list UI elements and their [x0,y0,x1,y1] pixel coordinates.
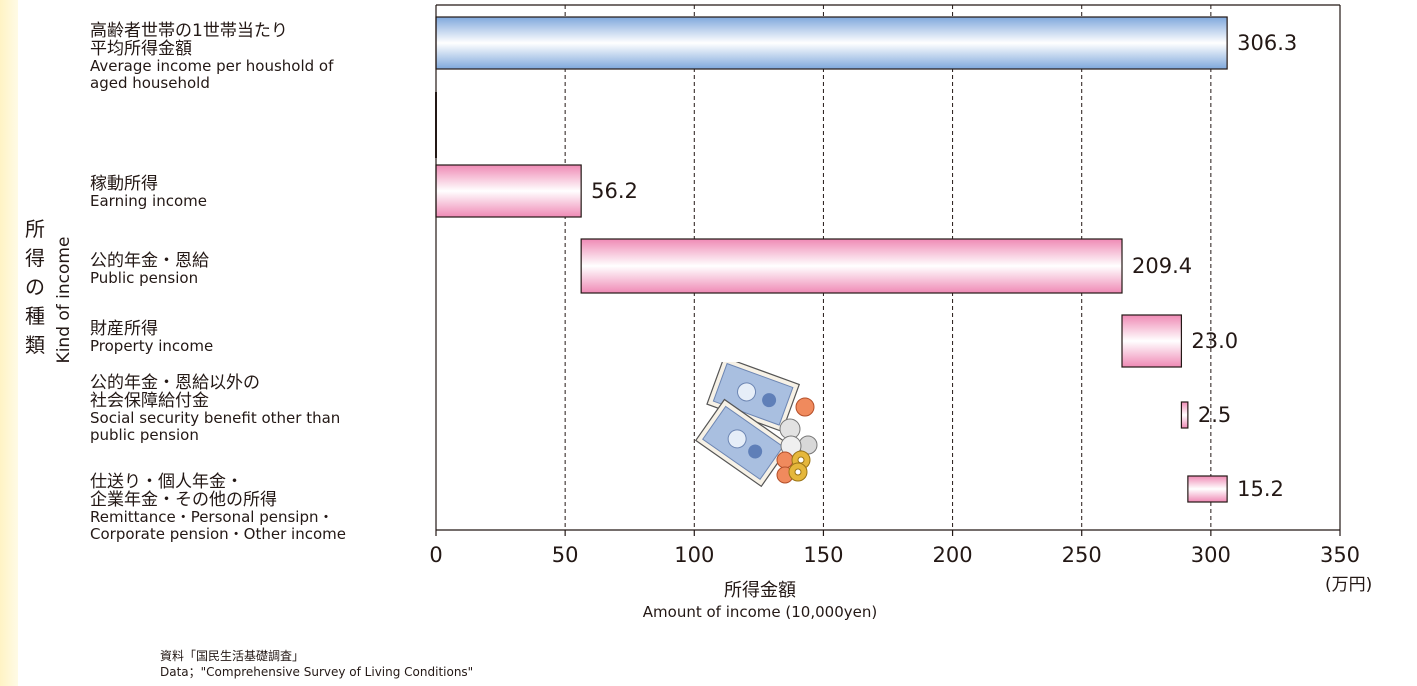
category-label-jp: 高齢者世帯の1世帯当たり 平均所得金額 [90,21,288,59]
x-tick-label: 250 [1062,543,1102,567]
x-tick-label: 100 [674,543,714,567]
x-tick-label: 50 [552,543,579,567]
data-label: 15.2 [1237,477,1284,501]
category-label-jp: 公的年金・恩給 [90,251,209,271]
x-axis-title-en: Amount of income (10,000yen) [642,603,878,621]
source-note: 資料「国民生活基礎調査」 Data；"Comprehensive Survey … [160,648,473,680]
source-line-en: Data；"Comprehensive Survey of Living Con… [160,665,474,679]
y-axis-title-jp: 所得の種類 [25,217,45,357]
money-bills-coins-icon [695,362,818,488]
x-tick-label: 300 [1191,543,1231,567]
category-label-public-pension: 公的年金・恩給 Public pension [90,252,425,287]
bar [1121,314,1183,368]
category-label-jp: 財産所得 [90,319,158,339]
category-label-en: Earning income [90,192,207,210]
category-label-en: Property income [90,337,214,355]
category-label-property: 財産所得 Property income [90,320,425,355]
category-label-jp: 仕送り・個人年金・ 企業年金・その他の所得 [90,472,277,510]
bar-total [435,16,1228,70]
data-label: 209.4 [1132,254,1192,278]
category-label-en: Public pension [90,269,199,287]
category-label-remittance: 仕送り・個人年金・ 企業年金・その他の所得 Remittance・Persona… [90,473,425,543]
data-label: 23.0 [1191,329,1238,353]
category-label-social-security: 公的年金・恩給以外の 社会保障給付金 Social security benef… [90,374,425,444]
source-line-jp: 資料「国民生活基礎調査」 [160,649,305,663]
bar [580,238,1123,294]
x-axis-title: 所得金額 Amount of income (10,000yen) [560,580,960,622]
x-tick-label: 200 [933,543,973,567]
bar [435,164,582,218]
bar [1187,475,1228,503]
x-axis-unit: (万円) [1325,575,1373,595]
category-label-en: Average income per houshold of aged hous… [90,57,334,92]
value-labels: 306.3 56.2 209.4 23.0 2.5 15.2 [591,31,1297,501]
category-label-total: 高齢者世帯の1世帯当たり 平均所得金額 Average income per h… [90,22,425,92]
data-label: 56.2 [591,179,638,203]
x-tick-label: 150 [803,543,843,567]
bars [435,16,1228,503]
data-label: 306.3 [1237,31,1297,55]
category-label-jp: 稼動所得 [90,174,158,194]
category-label-en: Remittance・Personal pensipn・ Corporate p… [90,508,346,543]
left-decor-strip [0,0,18,686]
data-label: 2.5 [1198,403,1231,427]
x-tick-label: 0 [429,543,442,567]
category-label-en: Social security benefit other than publi… [90,409,341,444]
x-axis: 0 50 100 150 200 250 300 350 [429,4,1360,567]
x-axis-title-jp: 所得金額 [724,580,796,601]
category-label-earning: 稼動所得 Earning income [90,175,425,210]
category-label-jp: 公的年金・恩給以外の 社会保障給付金 [90,373,260,411]
bar [1180,401,1189,429]
x-tick-label: 350 [1320,543,1360,567]
